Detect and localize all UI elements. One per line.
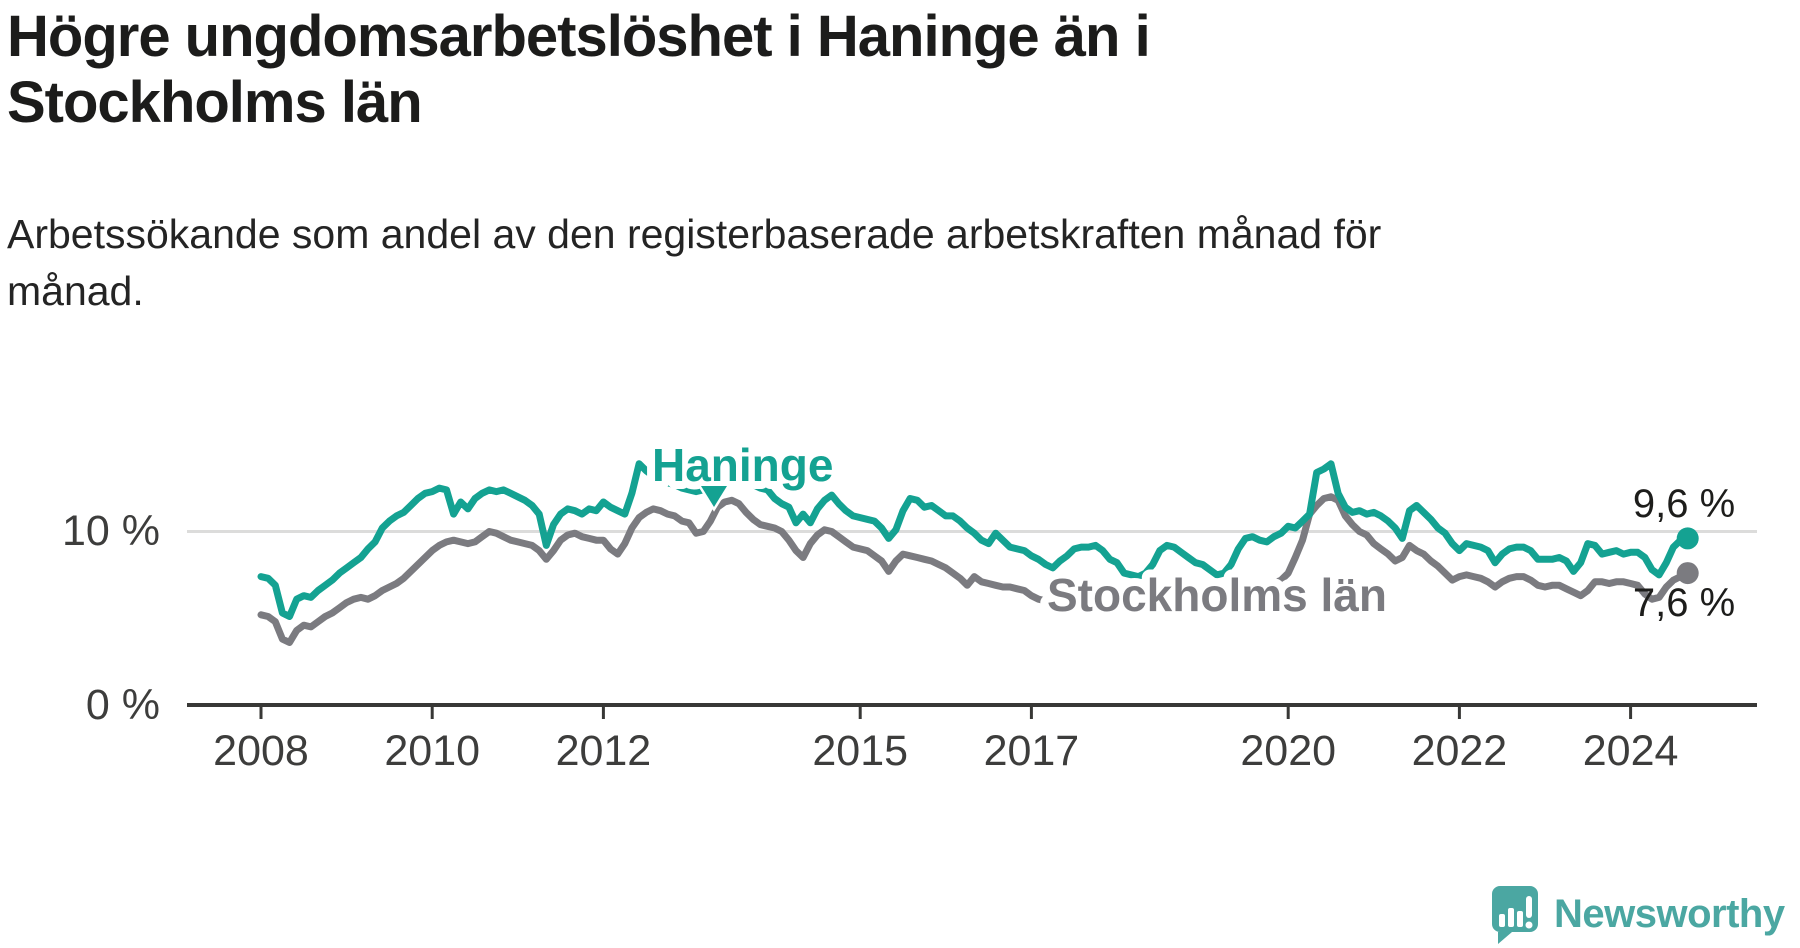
x-axis-tick-label-2008: 2008 — [213, 727, 309, 775]
stockholm-endpoint-dot — [1676, 562, 1699, 585]
y-tick-label-0: 0 % — [86, 681, 160, 729]
x-axis-tick-label-2022: 2022 — [1412, 727, 1508, 775]
chart-subtitle: Arbetssökande som andel av den registerb… — [7, 206, 1381, 320]
chart-subtitle-line-2: månad. — [7, 268, 144, 314]
x-axis-tick-label-2010: 2010 — [384, 727, 480, 775]
x-axis-tick-label-2012: 2012 — [556, 727, 652, 775]
x-axis-ticks: 2008 2010 2012 2015 2017 2020 2022 2024 — [213, 705, 1678, 775]
series-label-haninge: Haninge — [652, 439, 833, 491]
x-axis-tick-label-2020: 2020 — [1240, 727, 1336, 775]
logo-exclamation-dot — [1525, 921, 1533, 929]
logo-bar-3 — [1517, 911, 1523, 927]
chart-title-line-2: Stockholms län — [7, 70, 423, 135]
stockholm-line — [257, 493, 1692, 646]
chart-title: Högre ungdomsarbetslöshet i Haninge än i… — [7, 4, 1151, 136]
logo-bar-2 — [1508, 908, 1514, 927]
x-axis-tick-label-2024: 2024 — [1583, 727, 1679, 775]
haninge-line — [257, 460, 1692, 620]
chart-title-line-1: Högre ungdomsarbetslöshet i Haninge än i — [7, 4, 1151, 69]
logo-exclamation-bar — [1526, 896, 1532, 918]
x-axis-tick-label-2015: 2015 — [812, 727, 908, 775]
haninge-end-value-label: 9,6 % — [1633, 482, 1735, 526]
haninge-arrow-icon — [696, 483, 732, 512]
series-label-stockholm: Stockholms län — [1047, 569, 1387, 621]
newsworthy-logo-icon — [1492, 886, 1538, 944]
y-tick-label-10: 10 % — [62, 507, 160, 555]
logo-bar-1 — [1499, 914, 1505, 927]
haninge-endpoint-dot — [1676, 527, 1699, 550]
x-axis-tick-label-2017: 2017 — [984, 727, 1080, 775]
chart-subtitle-line-1: Arbetssökande som andel av den registerb… — [7, 211, 1382, 257]
newsworthy-logo-text: Newsworthy — [1554, 891, 1785, 936]
stockholm-end-value-label: 7,6 % — [1633, 581, 1735, 625]
newsworthy-branding: Newsworthy — [1488, 884, 1785, 944]
